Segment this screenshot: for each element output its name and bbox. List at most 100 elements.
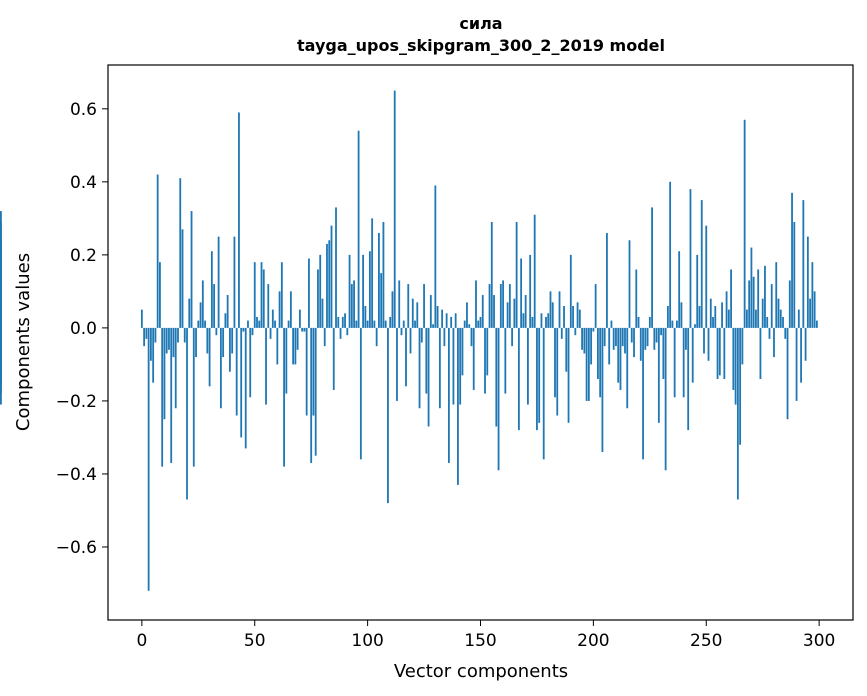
bar	[547, 313, 550, 328]
bar	[405, 327, 407, 387]
x-axis-label: Vector components	[394, 661, 568, 682]
y-tick-label: −0.4	[56, 465, 97, 485]
bar	[815, 320, 818, 328]
bar	[718, 327, 721, 376]
bar	[648, 316, 651, 328]
plot-frame	[107, 64, 854, 621]
bar	[244, 327, 247, 449]
bar	[493, 295, 495, 328]
bar	[804, 327, 807, 361]
bar	[504, 327, 507, 394]
bar	[723, 327, 726, 380]
bar	[179, 178, 182, 328]
bar	[317, 269, 319, 328]
bar	[391, 291, 394, 328]
bar	[477, 320, 480, 328]
bar	[378, 232, 380, 328]
bar	[468, 324, 471, 328]
bar	[565, 327, 568, 372]
bar	[434, 185, 437, 328]
bar	[721, 302, 723, 328]
bar	[576, 302, 579, 328]
bar	[797, 309, 800, 328]
bars-group	[0, 90, 818, 591]
bar	[0, 316, 2, 328]
bar	[633, 327, 635, 358]
bar	[443, 327, 446, 347]
y-tick-label: 0.6	[70, 100, 97, 120]
bar	[247, 320, 249, 328]
bar	[366, 320, 369, 328]
bar	[156, 174, 159, 328]
bar	[687, 327, 690, 431]
bar	[587, 327, 590, 401]
bar	[168, 327, 170, 350]
bar	[177, 327, 179, 343]
y-axis-label: Components values	[13, 253, 34, 431]
bar	[420, 327, 423, 343]
bar	[574, 327, 577, 336]
bar	[454, 313, 457, 328]
bar	[788, 280, 791, 328]
bar	[662, 327, 665, 380]
bar	[811, 262, 814, 328]
y-tick-label: −0.6	[56, 538, 97, 558]
bar	[646, 327, 649, 347]
bar	[285, 327, 288, 394]
bar	[265, 327, 267, 405]
bar	[703, 327, 705, 354]
bar	[183, 327, 186, 343]
bar	[461, 327, 464, 376]
bar	[736, 327, 739, 500]
bar	[143, 327, 146, 347]
bar	[283, 327, 285, 467]
bar	[330, 225, 333, 328]
bar	[350, 284, 353, 328]
bar	[312, 327, 315, 416]
bar	[346, 327, 349, 336]
bar	[328, 240, 331, 328]
bar	[337, 316, 340, 328]
bar	[513, 298, 516, 328]
bar	[387, 327, 389, 504]
bar	[802, 200, 805, 328]
bar	[296, 327, 299, 350]
bar	[732, 327, 735, 390]
bar	[578, 309, 581, 328]
bar	[766, 316, 769, 328]
bar	[624, 327, 626, 354]
bar	[294, 327, 297, 365]
bar	[506, 302, 509, 328]
bar	[590, 327, 593, 365]
x-tick-label: 150	[464, 631, 496, 651]
bar	[423, 284, 425, 328]
bar	[186, 327, 188, 500]
x-tick-label: 300	[803, 631, 835, 651]
bar	[563, 305, 565, 328]
bar	[676, 320, 678, 328]
bar	[651, 207, 653, 328]
bar	[305, 327, 308, 416]
bar	[181, 229, 184, 328]
bar	[806, 236, 809, 328]
bar	[341, 316, 344, 328]
bar	[617, 327, 620, 383]
bar	[655, 327, 658, 343]
bar	[610, 320, 613, 328]
bar	[190, 211, 193, 328]
bar	[739, 327, 742, 445]
bar	[664, 327, 667, 471]
bar	[269, 327, 272, 339]
bar	[522, 313, 525, 328]
bar	[429, 295, 432, 328]
bar	[199, 302, 202, 328]
bar	[750, 247, 753, 328]
bar	[396, 327, 398, 401]
bar	[278, 291, 281, 328]
bar	[560, 327, 563, 339]
bar	[348, 254, 351, 328]
bar	[486, 327, 489, 376]
bar	[475, 280, 477, 328]
bar	[657, 327, 660, 423]
bar	[707, 327, 710, 361]
